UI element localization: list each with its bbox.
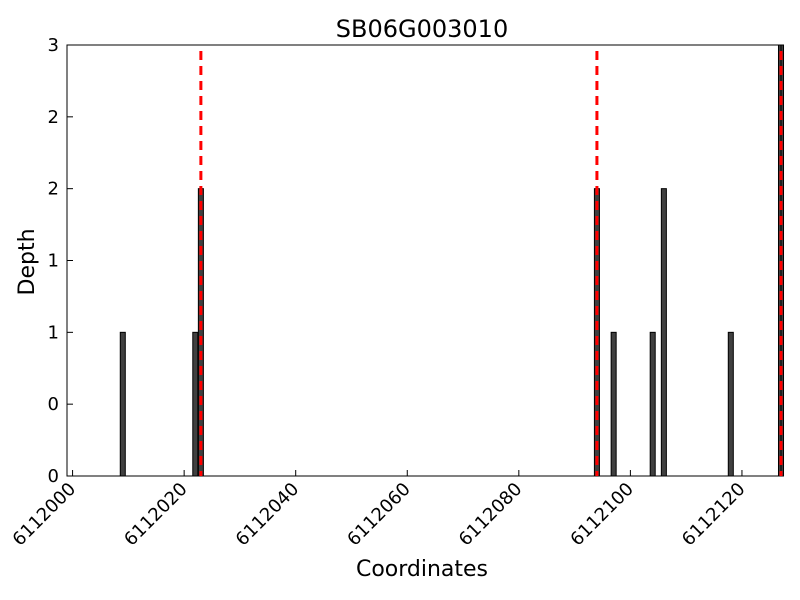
reference-lines: [199, 51, 783, 476]
y-tick-label-1: 0: [48, 394, 59, 415]
y-tick-label-2: 1: [48, 322, 59, 343]
x-tick-label-0: 6112000: [9, 479, 81, 551]
y-tick-label-4: 2: [48, 179, 59, 200]
x-axis-label: Coordinates: [356, 557, 488, 582]
bar-4: [610, 331, 617, 477]
x-tick-label-4: 6112080: [455, 479, 527, 551]
bar-7: [727, 331, 734, 477]
y-tick-label-6: 3: [48, 35, 59, 56]
x-tick-label-6: 6112120: [678, 479, 750, 551]
chart-title: SB06G003010: [336, 15, 508, 43]
y-tick-label-0: 0: [48, 466, 59, 487]
x-tick-label-5: 6112100: [566, 479, 638, 551]
y-tick-label-5: 2: [48, 107, 59, 128]
bars: [119, 44, 785, 477]
x-tick-label-1: 6112020: [120, 479, 192, 551]
reference-lines-group: [199, 51, 783, 476]
bar-1: [192, 331, 199, 477]
bar-5: [649, 331, 656, 477]
x-tick-label-3: 6112060: [343, 479, 415, 551]
y-axis-label: Depth: [15, 228, 40, 295]
x-tick-label-2: 6112040: [232, 479, 304, 551]
plot-frame: [66, 44, 782, 477]
bar-0: [119, 331, 126, 477]
bar-6: [660, 188, 667, 477]
y-tick-label-3: 1: [48, 251, 59, 272]
